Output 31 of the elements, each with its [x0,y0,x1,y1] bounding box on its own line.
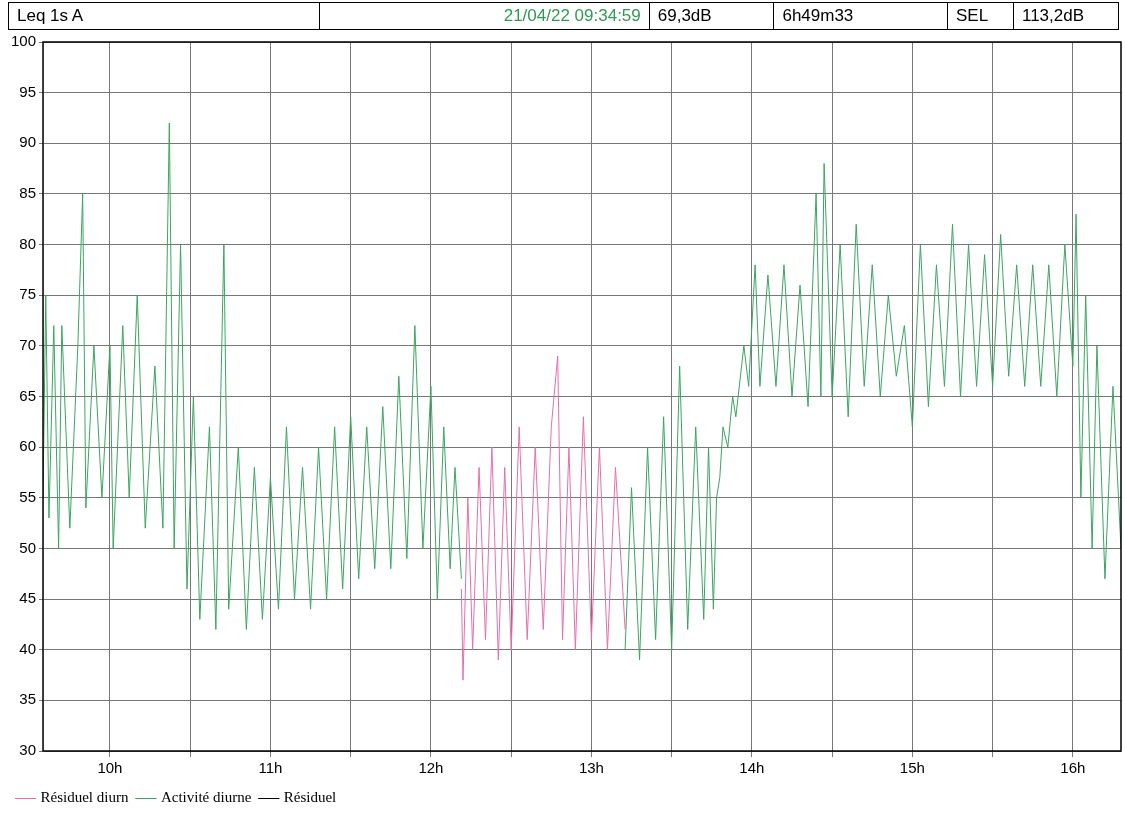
legend-label: Activité diurne [160,789,252,806]
y-tick-label: 40 [19,639,37,657]
text: 21/04/22 09:34:59 [318,3,649,29]
x-tick-label: 14h [739,759,765,777]
y-tick-label: 45 [19,589,37,607]
y-tick-label: 75 [19,285,37,303]
x-tick-label: 11h [258,759,283,777]
y-tick-label: 65 [19,386,37,404]
text: SEL [947,3,1013,29]
y-tick-label: 100 [11,32,37,50]
y-tick-label: 85 [19,184,37,202]
text: 113,2dB [1012,3,1119,29]
x-tick-label: 13h [578,759,604,777]
x-tick-label: 15h [899,759,925,777]
y-tick-label: 60 [19,437,37,455]
y-tick-label: 30 [19,741,37,759]
chart-title: Leq 1s A [16,5,85,27]
x-tick-label: 16h [1060,759,1086,777]
y-tick-label: 95 [19,82,37,100]
y-tick-label: 70 [19,336,37,353]
y-tick-label: 80 [19,234,37,252]
y-tick-label: 35 [19,690,37,708]
y-tick-label: 50 [19,538,37,556]
legend-label: Résiduel diurn [40,789,129,806]
y-tick-label: 90 [19,133,37,151]
legend-label: Résiduel [283,789,337,806]
text: 6h49m33 [773,3,947,29]
x-tick-label: 10h [97,759,123,777]
x-tick-label: 12h [418,759,444,777]
text: 69,3dB [648,3,774,29]
y-tick-label: 55 [19,487,37,505]
